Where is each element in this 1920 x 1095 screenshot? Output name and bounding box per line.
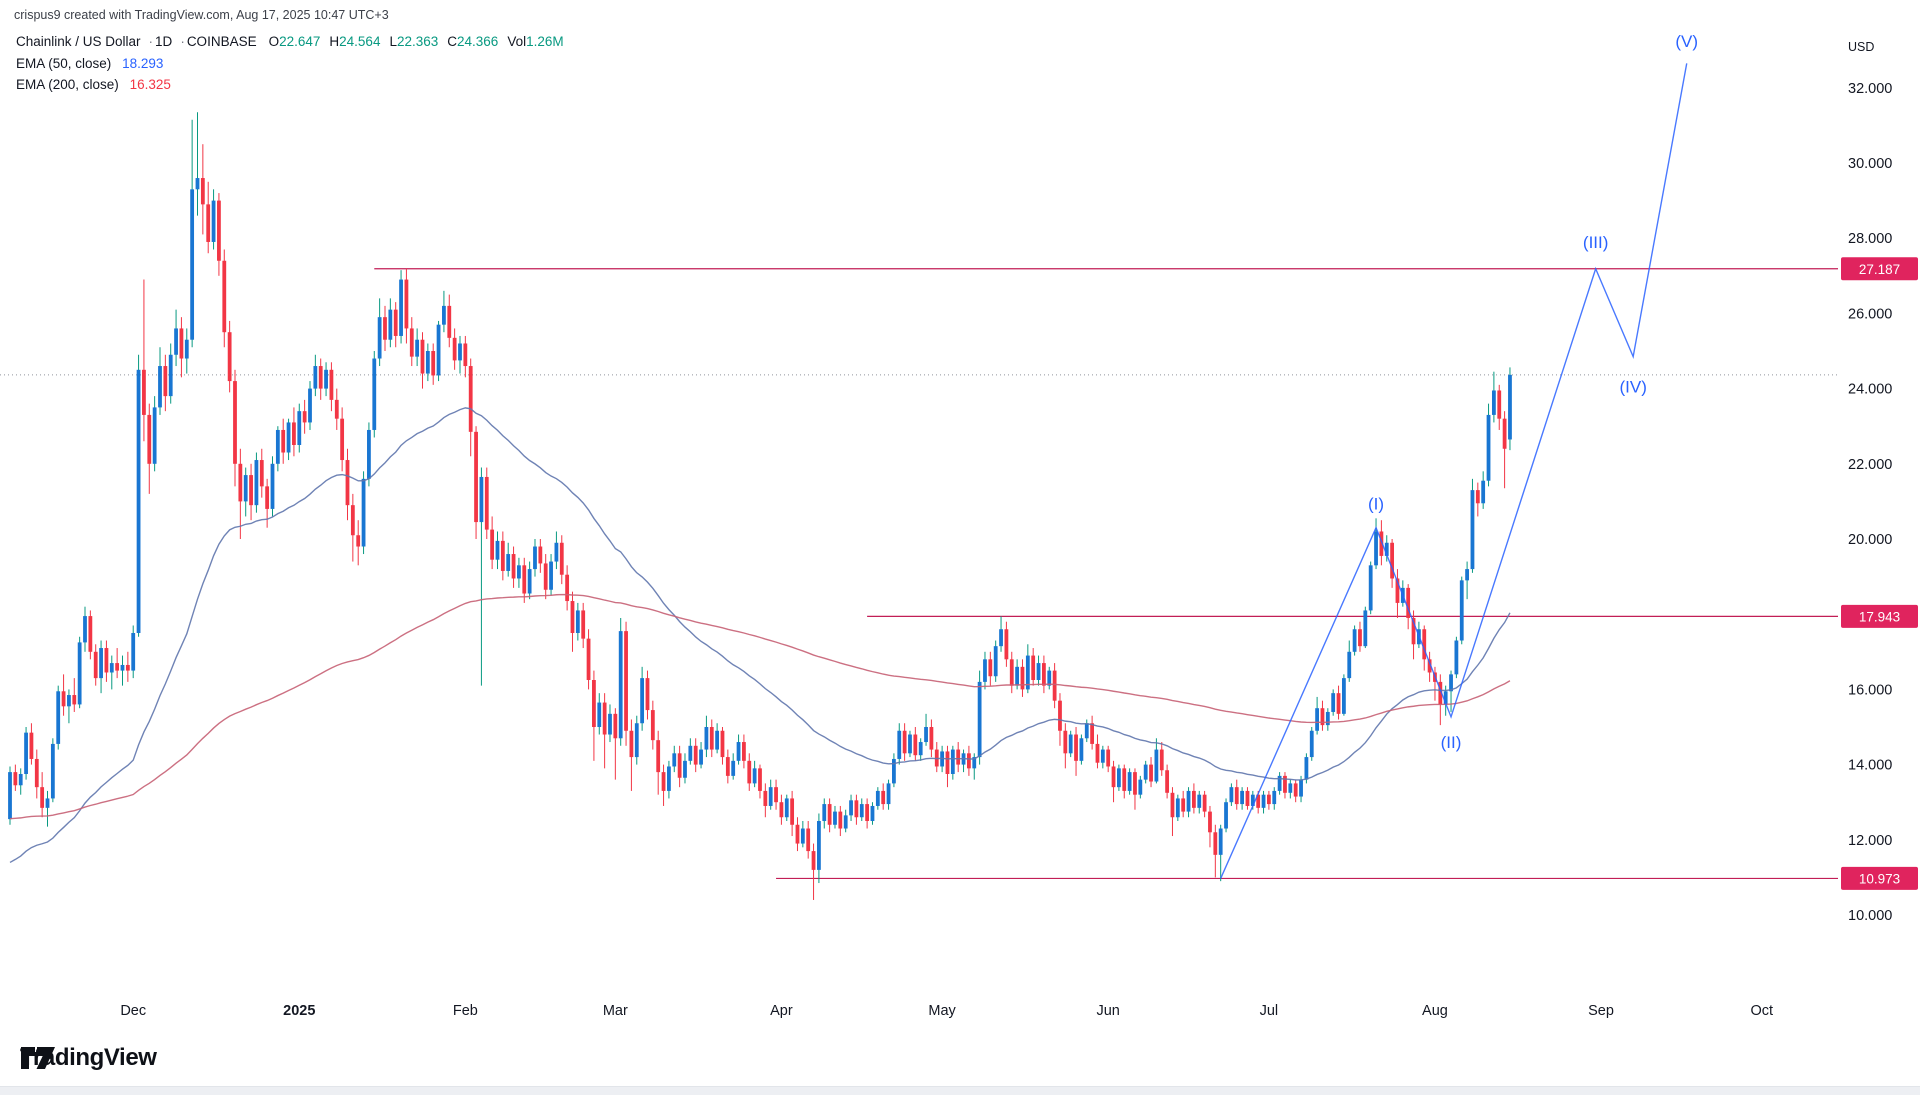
bottom-panel-edge	[0, 1086, 1920, 1095]
svg-text:Apr: Apr	[770, 1003, 793, 1019]
svg-text:(I): (I)	[1368, 494, 1384, 513]
close-label: C	[447, 34, 458, 49]
svg-text:Mar: Mar	[603, 1003, 628, 1019]
svg-text:12.000: 12.000	[1848, 833, 1892, 849]
open-label: O	[268, 34, 280, 49]
ema50-value: 18.293	[122, 56, 164, 71]
svg-text:20.000: 20.000	[1848, 532, 1892, 548]
ema-50-line[interactable]	[9, 407, 1511, 864]
symbol-interval: 1D	[155, 34, 173, 49]
svg-text:10.973: 10.973	[1859, 871, 1900, 886]
svg-text:17.943: 17.943	[1859, 609, 1900, 624]
svg-text:24.000: 24.000	[1848, 382, 1892, 398]
tradingview-logo-icon	[21, 1047, 55, 1069]
attribution-line: crispus9 created with TradingView.com, A…	[14, 8, 389, 22]
separator-dot: ·	[148, 34, 154, 49]
svg-text:(III): (III)	[1583, 233, 1609, 252]
symbol-title: Chainlink / US Dollar	[16, 34, 141, 49]
price-level-badges: 27.187 17.943 10.973	[1841, 257, 1918, 890]
time-axis[interactable]: Dec 2025 Feb Mar Apr May Jun Jul Aug Sep Oct	[120, 1003, 1773, 1019]
symbol-exchange: COINBASE	[186, 34, 257, 49]
svg-text:Oct: Oct	[1750, 1003, 1773, 1019]
svg-text:14.000: 14.000	[1848, 758, 1892, 774]
open-value: 22.647	[279, 34, 321, 49]
svg-text:Aug: Aug	[1422, 1003, 1448, 1019]
indicator-legend-ema200[interactable]: EMA (200, close) 16.325	[16, 77, 573, 92]
svg-text:32.000: 32.000	[1848, 81, 1892, 97]
svg-text:(V): (V)	[1675, 32, 1698, 51]
svg-text:30.000: 30.000	[1848, 156, 1892, 172]
svg-text:Dec: Dec	[120, 1003, 146, 1019]
svg-text:Jul: Jul	[1260, 1003, 1279, 1019]
elliott-wave-line[interactable]	[1220, 63, 1688, 879]
svg-text:22.000: 22.000	[1848, 457, 1892, 473]
close-value: 24.366	[457, 34, 499, 49]
svg-text:Feb: Feb	[453, 1003, 478, 1019]
separator-dot: ·	[180, 34, 185, 49]
svg-text:(IV): (IV)	[1619, 378, 1646, 397]
low-label: L	[389, 34, 397, 49]
svg-text:10.000: 10.000	[1848, 908, 1892, 924]
svg-text:27.187: 27.187	[1859, 262, 1900, 277]
symbol-legend-row[interactable]: Chainlink / US Dollar · 1D · COINBASE O22.647…	[16, 34, 573, 49]
ohlcv-values: O22.647 H24.564 L22.363 C24.366 Vol1.26M	[269, 34, 573, 49]
ema200-value: 16.325	[129, 77, 171, 92]
svg-text:May: May	[928, 1003, 956, 1019]
svg-text:28.000: 28.000	[1848, 231, 1892, 247]
high-label: H	[329, 34, 340, 49]
low-value: 22.363	[396, 34, 439, 49]
indicator-legend-ema50[interactable]: EMA (50, close) 18.293	[16, 56, 573, 71]
candlestick-series[interactable]	[8, 112, 1512, 900]
elliott-wave-labels: (I) (II) (III) (IV) (V)	[1368, 32, 1698, 752]
ema50-label: EMA (50, close)	[16, 56, 112, 71]
high-value: 24.564	[339, 34, 381, 49]
svg-text:Sep: Sep	[1588, 1003, 1614, 1019]
svg-text:2025: 2025	[283, 1003, 315, 1019]
svg-text:26.000: 26.000	[1848, 306, 1892, 322]
svg-text:(II): (II)	[1441, 733, 1462, 752]
svg-text:16.000: 16.000	[1848, 682, 1892, 698]
svg-text:Jun: Jun	[1096, 1003, 1119, 1019]
ema200-label: EMA (200, close)	[16, 77, 119, 92]
chart-header: crispus9 created with TradingView.com, A…	[14, 6, 573, 98]
horizontal-rays[interactable]	[374, 268, 1838, 880]
price-axis[interactable]: USD 32.000 30.000 28.000 26.000 24.000 22.000 2…	[1848, 40, 1892, 924]
volume-label: Vol	[507, 34, 527, 49]
svg-text:USD: USD	[1848, 40, 1874, 54]
volume-value: 1.26M	[526, 34, 564, 49]
tradingview-logo[interactable]: TradingView	[20, 1044, 157, 1072]
ema-200-line[interactable]	[9, 593, 1511, 820]
